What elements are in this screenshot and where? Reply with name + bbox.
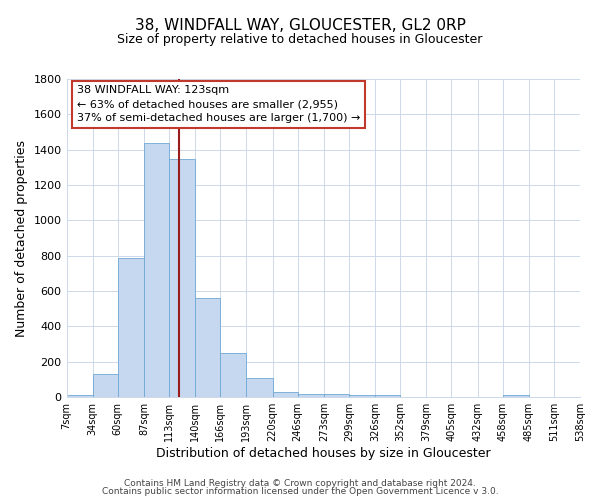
Bar <box>247 378 272 397</box>
Bar <box>118 258 144 397</box>
Bar <box>298 394 324 397</box>
Text: 38 WINDFALL WAY: 123sqm
← 63% of detached houses are smaller (2,955)
37% of semi: 38 WINDFALL WAY: 123sqm ← 63% of detache… <box>77 86 360 124</box>
Bar <box>144 142 169 397</box>
Bar <box>92 374 118 397</box>
Bar <box>169 158 195 397</box>
Bar <box>375 396 400 397</box>
Y-axis label: Number of detached properties: Number of detached properties <box>15 140 28 336</box>
Text: 38, WINDFALL WAY, GLOUCESTER, GL2 0RP: 38, WINDFALL WAY, GLOUCESTER, GL2 0RP <box>134 18 466 32</box>
Bar <box>349 396 375 397</box>
Bar <box>272 392 298 397</box>
Text: Size of property relative to detached houses in Gloucester: Size of property relative to detached ho… <box>118 32 482 46</box>
Bar <box>324 394 349 397</box>
Text: Contains HM Land Registry data © Crown copyright and database right 2024.: Contains HM Land Registry data © Crown c… <box>124 478 476 488</box>
Bar <box>67 396 92 397</box>
Bar <box>220 353 247 397</box>
Bar <box>503 396 529 397</box>
Bar <box>195 298 220 397</box>
X-axis label: Distribution of detached houses by size in Gloucester: Distribution of detached houses by size … <box>156 447 491 460</box>
Text: Contains public sector information licensed under the Open Government Licence v : Contains public sector information licen… <box>101 487 499 496</box>
